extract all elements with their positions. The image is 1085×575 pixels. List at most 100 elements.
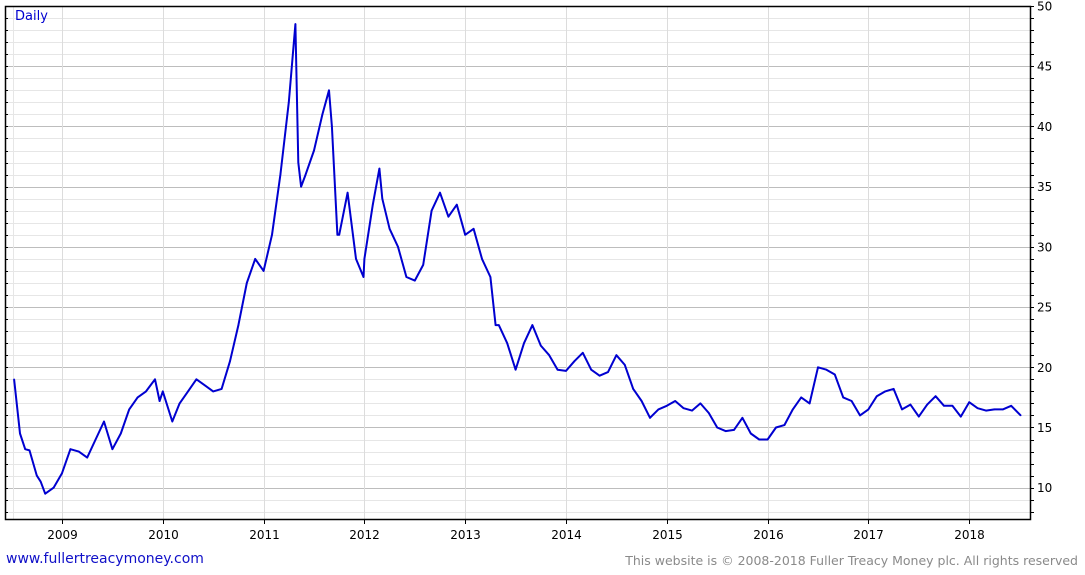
data-point	[909, 403, 912, 406]
data-point	[294, 23, 297, 25]
data-point	[195, 378, 198, 381]
data-point	[985, 409, 987, 412]
data-point	[867, 408, 870, 411]
data-point	[300, 185, 302, 188]
data-point	[800, 396, 802, 399]
data-point	[951, 405, 954, 407]
data-point	[204, 384, 206, 387]
data-point	[171, 420, 174, 423]
data-point	[178, 402, 181, 405]
data-point	[346, 191, 349, 194]
x-tick-label: 2009	[47, 528, 78, 542]
data-point	[414, 279, 416, 282]
data-point	[187, 390, 189, 393]
data-point	[1002, 408, 1004, 411]
data-point	[682, 407, 685, 410]
y-tick-label: 10	[1037, 481, 1052, 495]
y-tick-label: 30	[1037, 240, 1052, 254]
data-point	[262, 270, 265, 272]
data-point	[162, 390, 164, 393]
data-point	[733, 429, 735, 431]
data-point	[145, 390, 147, 393]
axes: 2009 2010 2011 2012 2013 2014 2015 2016 2017 2018…	[5, 0, 1052, 542]
data-point	[892, 388, 895, 390]
y-tick-label: 20	[1037, 361, 1052, 375]
data-point	[918, 415, 920, 418]
data-point	[39, 480, 42, 483]
data-point	[313, 149, 315, 152]
data-point	[1019, 414, 1022, 417]
data-point	[506, 342, 509, 345]
data-point	[86, 456, 88, 459]
data-point	[943, 405, 945, 407]
y-tick-label: 25	[1037, 301, 1052, 315]
data-point	[766, 438, 769, 441]
data-point	[657, 408, 660, 411]
data-point	[960, 415, 962, 418]
data-point	[498, 324, 500, 326]
data-point	[279, 173, 282, 176]
y-tick-label: 35	[1037, 180, 1052, 194]
price-line	[13, 23, 1022, 495]
data-point	[120, 432, 122, 435]
data-point	[13, 378, 15, 381]
data-point	[573, 360, 576, 363]
data-point	[674, 400, 676, 402]
data-point	[254, 258, 256, 260]
data-point	[724, 430, 727, 432]
data-point	[494, 324, 497, 326]
y-tick-label: 40	[1037, 120, 1052, 134]
data-point	[859, 414, 861, 417]
data-point	[884, 390, 886, 393]
data-point	[128, 408, 130, 411]
data-point	[632, 388, 634, 390]
data-point	[28, 449, 31, 452]
data-point	[52, 486, 55, 489]
data-point	[372, 203, 374, 206]
data-point	[850, 400, 853, 402]
data-point	[624, 364, 626, 366]
data-point	[783, 424, 786, 426]
grid	[5, 6, 1030, 519]
data-point	[212, 390, 214, 393]
data-point	[976, 407, 979, 410]
data-point	[328, 89, 330, 92]
data-point	[934, 395, 937, 398]
data-point	[36, 474, 38, 477]
data-point	[158, 400, 161, 402]
data-point	[24, 448, 27, 451]
data-point	[514, 368, 517, 371]
price-chart: 2009 2010 2011 2012 2013 2014 2015 2016 2017 2018…	[4, 0, 1052, 542]
data-point	[758, 438, 760, 441]
data-point	[336, 234, 339, 236]
data-point	[590, 368, 592, 371]
x-tick-label: 2014	[551, 528, 582, 542]
data-point	[481, 258, 483, 260]
data-point	[531, 324, 534, 326]
data-point	[388, 228, 391, 230]
data-point	[397, 246, 399, 248]
data-point	[548, 354, 550, 357]
data-point	[968, 401, 970, 404]
data-point	[405, 276, 408, 278]
data-point	[607, 371, 609, 373]
data-point	[489, 276, 492, 278]
data-point	[355, 258, 357, 260]
data-point	[288, 101, 290, 104]
data-point	[439, 191, 441, 194]
copyright-notice: This website is © 2008-2018 Fuller Treac…	[625, 553, 1078, 568]
series-layer	[13, 23, 1022, 495]
site-link[interactable]: www.fullertreacymoney.com	[6, 551, 204, 567]
x-tick-label: 2011	[249, 528, 280, 542]
data-point	[842, 396, 844, 399]
data-point	[556, 368, 559, 371]
data-point	[834, 373, 836, 376]
data-point	[817, 366, 819, 369]
data-point	[321, 113, 324, 116]
data-point	[1010, 405, 1012, 407]
data-point	[229, 360, 231, 363]
y-tick-label: 45	[1037, 60, 1052, 74]
data-point	[136, 396, 139, 399]
y-tick-label: 50	[1037, 0, 1052, 14]
x-tick-label: 2015	[652, 528, 683, 542]
